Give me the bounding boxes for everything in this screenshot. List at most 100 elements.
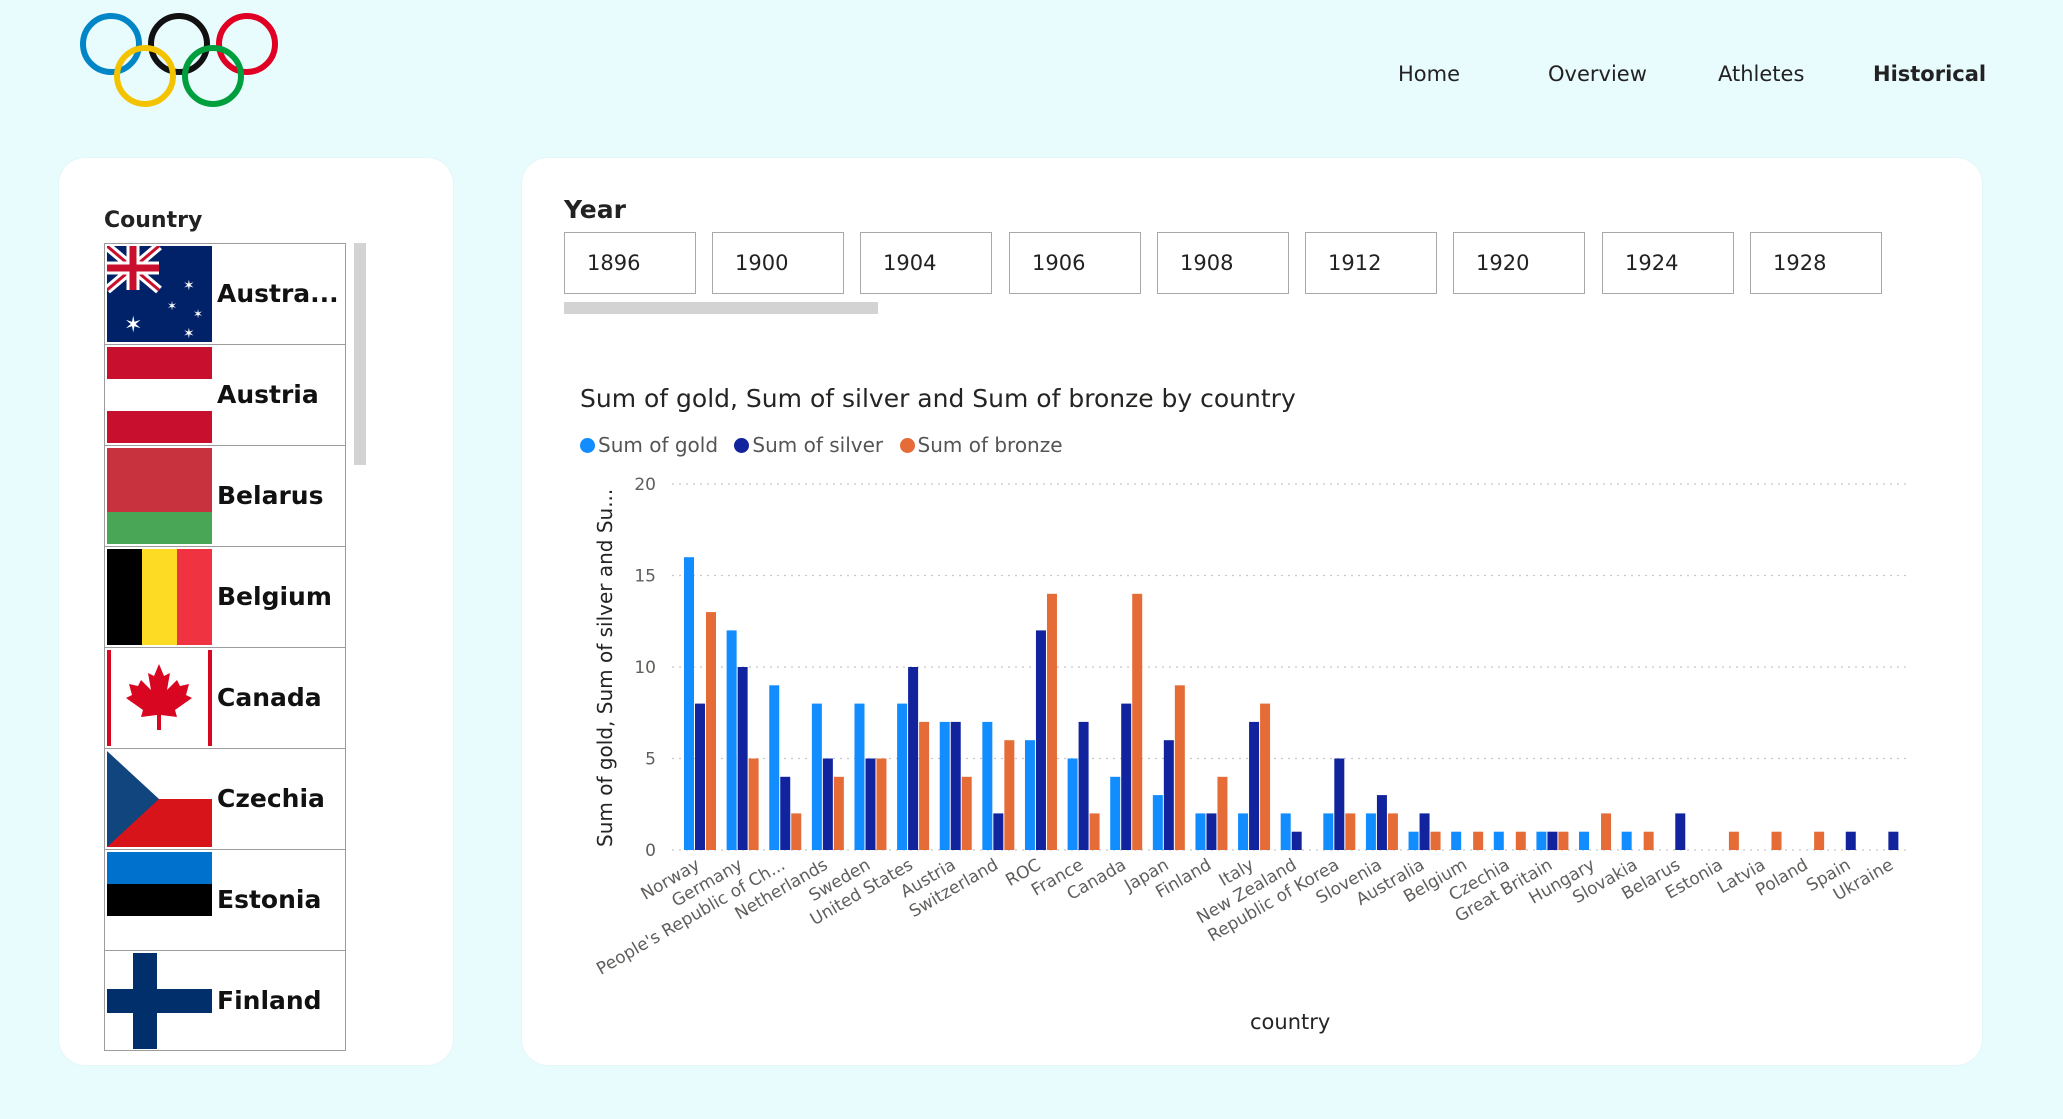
bar-silver[interactable] [780, 776, 791, 850]
y-tick-label: 20 [634, 475, 656, 495]
bar-bronze[interactable] [1132, 593, 1143, 850]
bar-gold[interactable] [726, 630, 737, 850]
bar-bronze[interactable] [1046, 593, 1057, 850]
bar-silver[interactable] [1334, 758, 1345, 851]
bar-silver[interactable] [1888, 831, 1899, 850]
bar-gold[interactable] [897, 703, 908, 850]
legend-gold[interactable]: Sum of gold [580, 433, 718, 457]
bar-bronze[interactable] [961, 776, 972, 850]
bar-silver[interactable] [1419, 813, 1430, 850]
bar-gold[interactable] [811, 703, 822, 850]
bar-bronze[interactable] [1430, 831, 1441, 850]
bar-bronze[interactable] [1174, 685, 1185, 850]
legend-silver[interactable]: Sum of silver [734, 433, 883, 457]
bar-gold[interactable] [1024, 740, 1035, 850]
bar-silver[interactable] [695, 703, 705, 850]
bar-bronze[interactable] [1089, 813, 1100, 850]
bar-bronze[interactable] [1217, 776, 1228, 850]
year-slicer-scrollbar[interactable] [564, 302, 878, 314]
bar-gold[interactable] [1621, 831, 1632, 850]
year-button-1924[interactable]: 1924 [1602, 232, 1734, 294]
bar-bronze[interactable] [1728, 831, 1739, 850]
year-button-1912[interactable]: 1912 [1305, 232, 1437, 294]
year-button-1904[interactable]: 1904 [860, 232, 992, 294]
country-item-czechia[interactable]: Czechia [105, 749, 345, 850]
bar-bronze[interactable] [1601, 813, 1612, 850]
bar-gold[interactable] [1451, 831, 1462, 850]
bar-gold[interactable] [1110, 776, 1121, 850]
bar-gold[interactable] [854, 703, 865, 850]
bar-bronze[interactable] [1515, 831, 1526, 850]
nav-historical[interactable]: Historical [1873, 62, 1987, 86]
year-button-1900[interactable]: 1900 [712, 232, 844, 294]
country-item-canada[interactable]: Canada [105, 648, 345, 749]
bar-bronze[interactable] [1558, 831, 1569, 850]
year-button-1928[interactable]: 1928 [1750, 232, 1882, 294]
nav-overview[interactable]: Overview [1548, 62, 1647, 86]
bar-silver[interactable] [1249, 721, 1260, 850]
bar-bronze[interactable] [1473, 831, 1484, 850]
bar-gold[interactable] [1280, 813, 1291, 850]
bar-silver[interactable] [737, 667, 748, 850]
bar-silver[interactable] [822, 758, 833, 851]
country-list[interactable]: ✶ ✶ ✶ ✶ ✶ Austra... Austria Belarus [104, 243, 346, 1051]
bar-silver[interactable] [1291, 831, 1302, 850]
year-button-1920[interactable]: 1920 [1453, 232, 1585, 294]
bar-silver[interactable] [950, 721, 961, 850]
bar-silver[interactable] [993, 813, 1004, 850]
bar-silver[interactable] [1376, 795, 1387, 850]
bar-silver[interactable] [1121, 703, 1132, 850]
bar-bronze[interactable] [1814, 831, 1825, 850]
bar-bronze[interactable] [748, 758, 759, 851]
bar-silver[interactable] [1206, 813, 1217, 850]
bar-gold[interactable] [769, 685, 780, 850]
bar-bronze[interactable] [1260, 703, 1271, 850]
bar-silver[interactable] [1035, 630, 1046, 850]
country-item-finland[interactable]: Finland [105, 951, 345, 1050]
legend-bronze[interactable]: Sum of bronze [899, 433, 1063, 457]
bar-silver[interactable] [1078, 721, 1089, 850]
bar-bronze[interactable] [1345, 813, 1356, 850]
bar-gold[interactable] [1579, 831, 1590, 850]
country-item-estonia[interactable]: Estonia [105, 850, 345, 951]
bar-gold[interactable] [982, 721, 993, 850]
bar-bronze[interactable] [791, 813, 802, 850]
bar-bronze[interactable] [1771, 831, 1782, 850]
country-item-belgium[interactable]: Belgium [105, 547, 345, 648]
country-item-austria[interactable]: Austria [105, 345, 345, 446]
nav-home[interactable]: Home [1398, 62, 1461, 86]
bar-bronze[interactable] [1387, 813, 1398, 850]
year-button-1908[interactable]: 1908 [1157, 232, 1289, 294]
bar-gold[interactable] [1493, 831, 1504, 850]
bar-gold[interactable] [1238, 813, 1249, 850]
bar-gold[interactable] [1365, 813, 1376, 850]
bar-bronze[interactable] [1643, 831, 1654, 850]
bar-bronze[interactable] [833, 776, 844, 850]
bar-silver[interactable] [908, 667, 919, 850]
bar-gold[interactable] [939, 721, 950, 850]
country-item-belarus[interactable]: Belarus [105, 446, 345, 547]
bar-silver[interactable] [865, 758, 876, 851]
bar-gold[interactable] [684, 557, 694, 850]
year-button-1906[interactable]: 1906 [1009, 232, 1141, 294]
country-item-australia[interactable]: ✶ ✶ ✶ ✶ ✶ Austra... [105, 244, 345, 345]
nav-athletes[interactable]: Athletes [1718, 62, 1805, 86]
bar-gold[interactable] [1323, 813, 1334, 850]
bar-silver[interactable] [1163, 740, 1174, 850]
country-list-scrollbar[interactable] [354, 243, 366, 465]
bar-gold[interactable] [1067, 758, 1078, 851]
year-button-1896[interactable]: 1896 [564, 232, 696, 294]
bar-gold[interactable] [1536, 831, 1547, 850]
czechia-flag-icon [107, 751, 212, 847]
bar-gold[interactable] [1408, 831, 1419, 850]
bar-bronze[interactable] [1004, 740, 1015, 850]
bar-silver[interactable] [1547, 831, 1558, 850]
bar-bronze[interactable] [876, 758, 887, 851]
bar-gold[interactable] [1195, 813, 1206, 850]
bar-bronze[interactable] [706, 612, 716, 850]
bar-gold[interactable] [1152, 795, 1163, 850]
bar-silver[interactable] [1675, 813, 1686, 850]
bar-silver[interactable] [1845, 831, 1856, 850]
bar-bronze[interactable] [919, 721, 930, 850]
